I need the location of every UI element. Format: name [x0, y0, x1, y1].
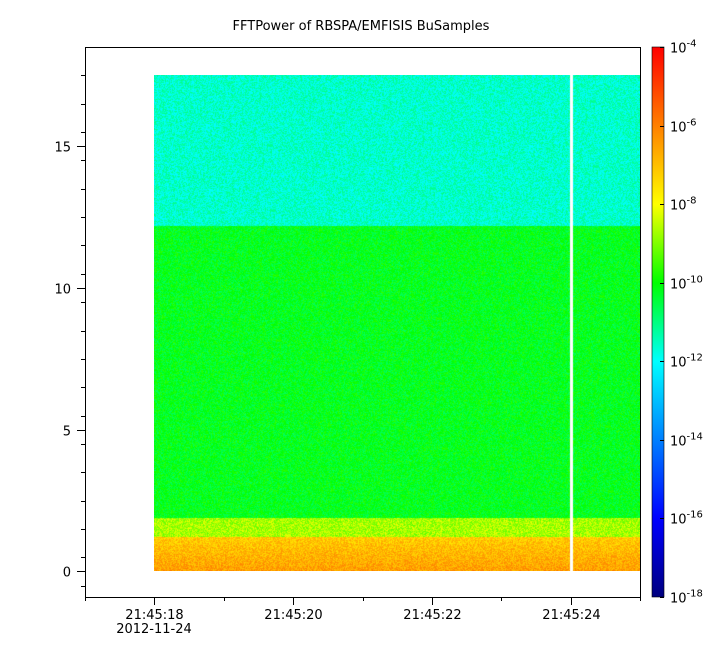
y-tick-label: 5 — [63, 425, 71, 440]
x-date-label: 2012-11-24 — [116, 622, 192, 637]
y-tick-label: 10 — [54, 283, 71, 298]
colorbar-tick-exponent: -16 — [687, 510, 703, 521]
colorbar-tick-exponent: -18 — [687, 589, 703, 600]
x-tick-label: 21:45:22 — [403, 608, 461, 623]
chart-title: FFTPower of RBSPA/EMFISIS BuSamples — [233, 19, 490, 34]
colorbar-tick-base: 10 — [670, 42, 687, 57]
colorbar-tick-base: 10 — [670, 435, 687, 450]
colorbar-tick-label: 10-8 — [670, 196, 697, 214]
colorbar-tick-label: 10-14 — [670, 432, 703, 450]
colorbar-tick-exponent: -4 — [687, 39, 697, 50]
colorbar-tick-base: 10 — [670, 592, 687, 607]
x-tick-label: 21:45:24 — [542, 608, 600, 623]
colorbar-tick-label: 10-16 — [670, 510, 703, 528]
colorbar-tick-base: 10 — [670, 121, 687, 136]
y-tick-label: 15 — [54, 141, 71, 156]
colorbar-tick-base: 10 — [670, 513, 687, 528]
y-axis: 0 5 10 15 — [54, 75, 85, 587]
colorbar-tick-label: 10-12 — [670, 353, 703, 371]
x-tick-label: 21:45:20 — [264, 608, 322, 623]
colorbar-tick-label: 10-6 — [670, 118, 697, 136]
colorbar-tick-exponent: -8 — [687, 196, 697, 207]
colorbar-tick-base: 10 — [670, 356, 687, 371]
colorbar-tick-label: 10-10 — [670, 275, 703, 293]
colorbar-tick-exponent: -12 — [687, 353, 703, 364]
x-tick-label: 21:45:18 — [125, 608, 183, 623]
spectrogram-image — [154, 75, 640, 571]
colorbar-gradient — [651, 46, 665, 598]
y-tick-label: 0 — [63, 566, 71, 581]
colorbar-tick-exponent: -14 — [687, 432, 703, 443]
colorbar-tick-label: 10-18 — [670, 589, 703, 607]
colorbar-tick-base: 10 — [670, 278, 687, 293]
colorbar-tick-exponent: -6 — [687, 118, 697, 129]
colorbar-tick-exponent: -10 — [687, 275, 703, 286]
colorbar-tick-base: 10 — [670, 199, 687, 214]
colorbar-tick-label: 10-4 — [670, 39, 697, 57]
x-axis: 21:45:18 21:45:20 21:45:22 21:45:24 2012-11-… — [85, 597, 641, 637]
